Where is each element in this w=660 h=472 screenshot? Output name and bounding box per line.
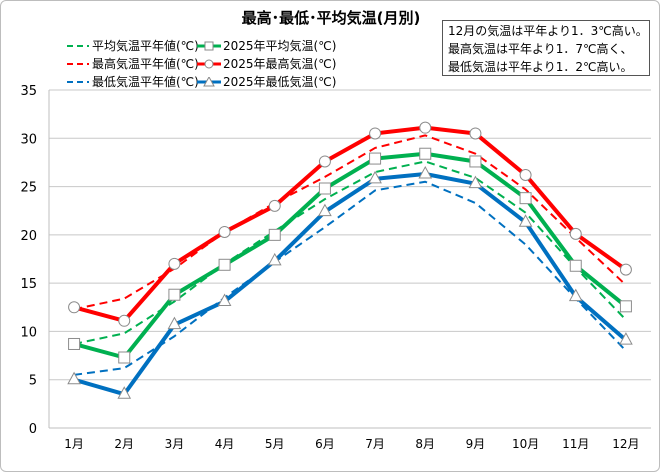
data-point-square [68,337,81,350]
data-point-circle [419,121,432,134]
y-tick-label: 0 [29,422,37,437]
data-point-circle [369,127,382,140]
data-point-circle [469,127,482,140]
data-point-triangle [318,203,332,217]
data-point-circle [318,155,331,168]
series-line-3 [73,151,628,360]
data-point-triangle [267,252,282,266]
y-tick-label: 35 [20,84,37,99]
x-tick-label: 11月 [562,437,589,451]
legend-label: 最低気温平年値(℃) [92,75,199,89]
series-line-2 [73,180,627,376]
data-point-circle [268,199,281,212]
annotation-line: 最低気温は平年より1．2℃高い。 [448,60,633,74]
legend-swatch-square [197,41,221,50]
legend-2025-min: 2025年最低気温(℃) [197,73,336,90]
data-point-square [218,258,231,271]
data-point-circle [519,168,532,181]
legend-label: 平均気温平年値(℃) [92,39,199,53]
legend-normal-avg: 平均気温平年値(℃) [66,37,199,54]
legend-swatch-circle [197,59,221,68]
chart-title: 最高･最低･平均気温(月別) [241,9,421,27]
series-line-0 [73,160,627,345]
data-point-triangle [167,316,182,330]
x-tick-label: 8月 [415,437,435,451]
data-point-square [619,300,632,313]
x-tick-label: 10月 [512,437,539,451]
data-point-square [168,288,181,301]
legend-label: 2025年最低気温(℃) [223,75,337,89]
y-tick-label: 30 [20,132,37,147]
y-tick-label: 20 [20,229,37,244]
data-point-square [569,259,582,272]
data-point-triangle [418,165,433,179]
annotation-line: 12月の気温は平年より1．3℃高い。 [448,24,648,38]
legend-2025-max: 2025年最高気温(℃) [197,55,336,72]
y-tick-label: 5 [29,374,37,389]
legend-swatch-dashed-red [67,62,89,65]
data-point-square [318,182,331,195]
x-tick-label: 4月 [215,437,235,451]
x-tick-label: 3月 [165,437,185,451]
legend-2025-avg: 2025年平均気温(℃) [197,37,336,54]
data-point-triangle [468,175,483,189]
data-point-square [268,228,281,241]
data-point-triangle [568,288,583,302]
legend-label: 2025年最高気温(℃) [223,57,337,71]
data-point-circle [68,301,81,314]
data-point-circle [118,314,131,327]
data-point-triangle [619,332,633,345]
data-point-circle [168,257,181,270]
annotation-box: 12月の気温は平年より1．3℃高い。 最高気温は平年より1．7℃高く、 最低気温… [442,20,650,76]
y-tick-label: 25 [20,181,37,196]
x-tick-label: 6月 [315,437,335,451]
data-point-square [419,147,432,160]
data-point-triangle [518,214,533,227]
x-tick-label: 9月 [466,437,486,451]
x-tick-label: 7月 [365,437,385,451]
y-tick-label: 15 [20,277,37,292]
data-point-triangle [217,293,232,306]
data-point-square [369,152,382,165]
y-tick-label: 10 [20,325,37,340]
series-line-5 [73,172,628,397]
data-point-triangle [67,371,81,385]
x-tick-label: 2月 [114,437,134,451]
legend-swatch-triangle [197,76,221,86]
series-line-1 [73,134,627,311]
series-line-4 [73,125,628,323]
data-point-triangle [368,170,382,184]
annotation-line: 最高気温は平年より1．7℃高く、 [448,42,633,56]
data-point-circle [218,225,231,238]
data-point-square [118,351,131,364]
data-point-triangle [117,386,132,399]
legend-normal-max: 最高気温平年値(℃) [66,55,199,72]
x-tick-label: 1月 [64,437,84,451]
legend-normal-min: 最低気温平年値(℃) [66,73,199,90]
legend-label: 2025年平均気温(℃) [223,39,337,53]
data-point-square [469,155,482,168]
data-point-square [519,192,532,205]
legend-swatch-dashed-green [67,44,89,47]
data-point-circle [619,263,632,276]
x-tick-label: 5月 [265,437,285,451]
data-point-circle [569,227,582,240]
legend-swatch-dashed-blue [67,80,89,83]
legend-label: 最高気温平年値(℃) [92,57,199,71]
x-tick-label: 12月 [612,437,639,451]
